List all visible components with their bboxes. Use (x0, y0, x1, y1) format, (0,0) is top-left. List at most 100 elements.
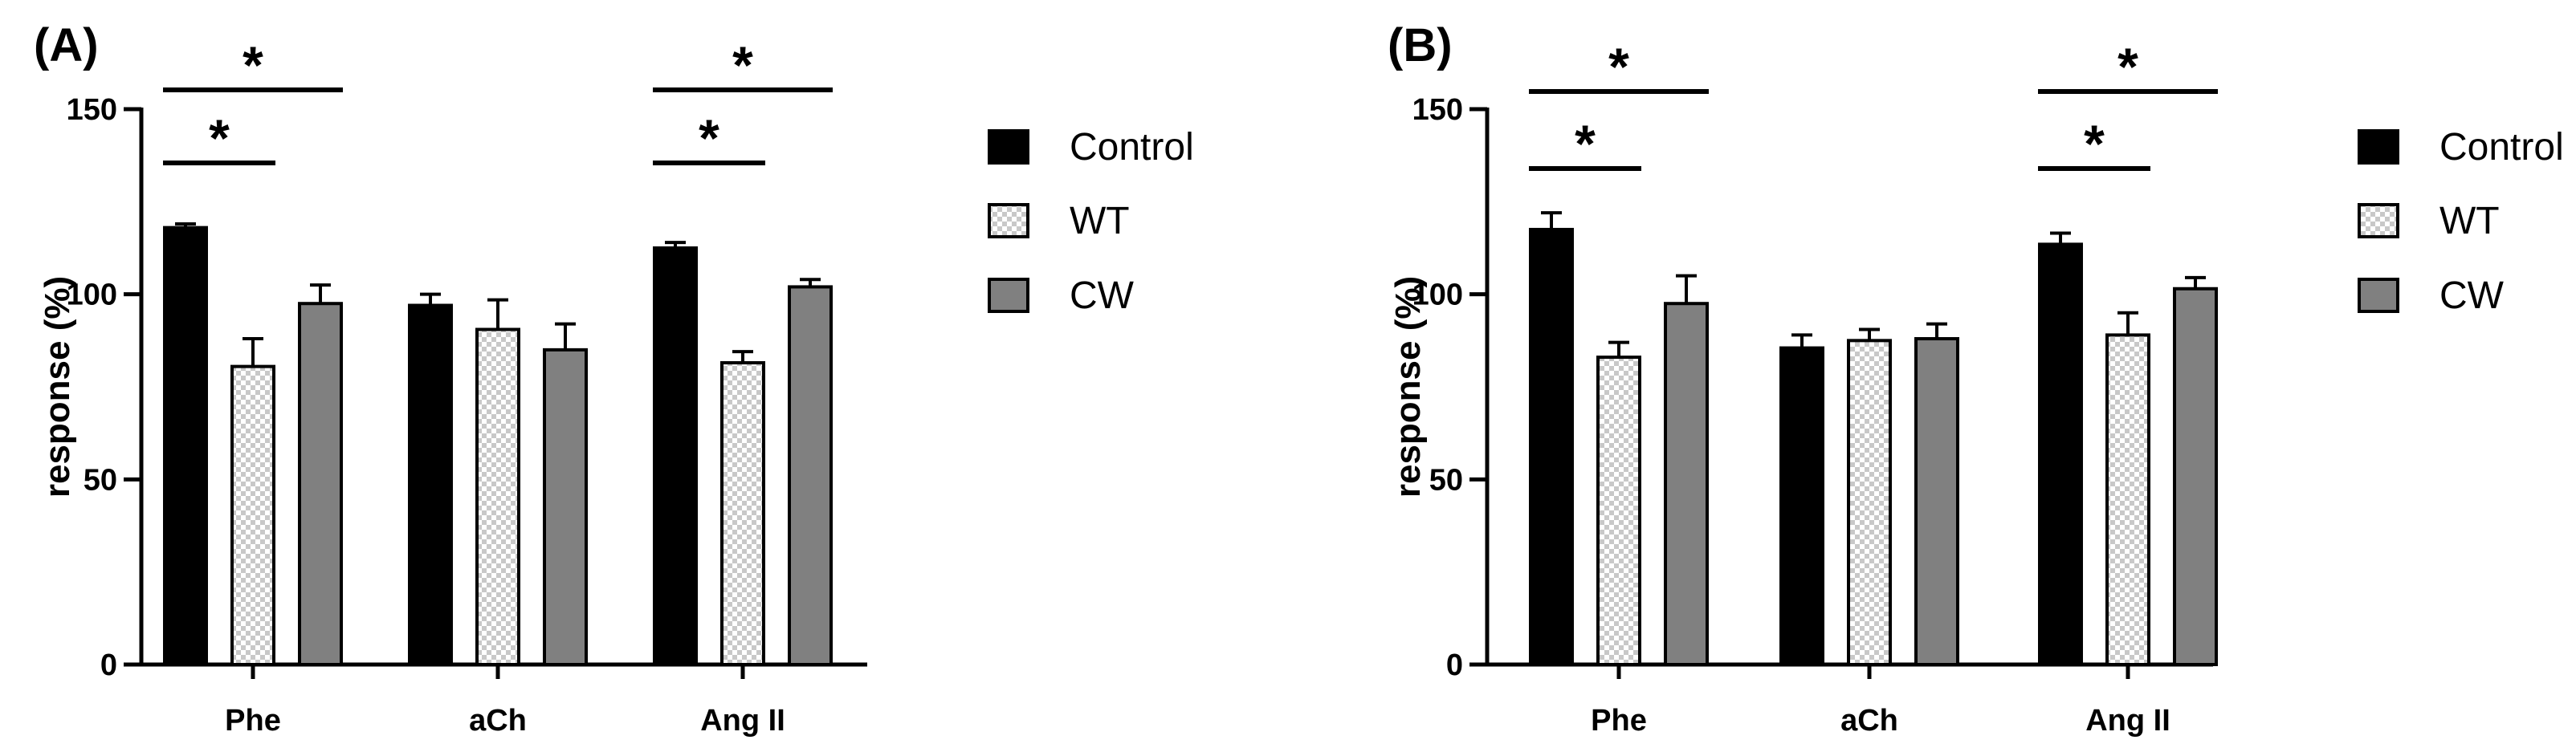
error-bar (487, 298, 508, 330)
legend: Control WT CW (2358, 126, 2564, 317)
x-ticks: Phe aCh Ang II (225, 665, 785, 738)
legend: Control WT CW (988, 126, 1194, 317)
legend-swatch-wt (988, 203, 1029, 238)
bar-cw (298, 302, 343, 666)
error-bar (420, 292, 441, 306)
error-bar (800, 278, 821, 287)
bar-wt (720, 361, 765, 666)
significance-star: * (2084, 114, 2105, 173)
significance-star: * (1608, 37, 1629, 96)
significance-markers: **** (1529, 37, 2218, 173)
bar-cw (788, 285, 833, 666)
legend-item-wt: WT (988, 200, 1130, 242)
legend-label-wt: WT (1070, 200, 1130, 242)
error-bar (175, 222, 196, 228)
bar-control (408, 303, 453, 666)
error-bar (2117, 311, 2138, 335)
y-tick-label: 50 (84, 463, 117, 497)
x-tick-label: Ang II (2085, 704, 2170, 738)
legend-label-control: Control (2439, 126, 2564, 169)
y-axis-label: response (%) (1388, 276, 1428, 498)
significance-marker: * (163, 108, 275, 168)
y-tick-label: 150 (1412, 93, 1463, 127)
legend-item-cw: CW (988, 274, 1135, 317)
x-tick-label: aCh (1840, 704, 1898, 738)
legend-swatch-control (2358, 129, 2399, 165)
error-bar (1859, 327, 1880, 341)
y-ticks: 0 50 100 150 (1412, 93, 1487, 682)
significance-star: * (1575, 114, 1596, 173)
y-tick-label: 50 (1429, 463, 1463, 497)
bar-wt (475, 327, 520, 666)
x-tick-label: aCh (469, 704, 527, 738)
error-bar (243, 337, 263, 367)
bar-control (1529, 227, 1574, 666)
significance-markers: **** (163, 35, 833, 168)
significance-star: * (732, 35, 753, 95)
significance-marker: * (1529, 114, 1641, 173)
legend-label-wt: WT (2439, 200, 2500, 242)
x-tick-label: Phe (225, 704, 281, 738)
bar-wt (1596, 356, 1641, 666)
bars (163, 222, 833, 667)
legend-swatch-control (988, 129, 1029, 165)
x-tick-label: Phe (1591, 704, 1647, 738)
legend-label-control: Control (1070, 126, 1194, 169)
error-bar (1926, 322, 1947, 339)
y-ticks: 0 50 100 150 (67, 93, 141, 682)
legend-item-cw: CW (2358, 274, 2505, 317)
bar-control (2038, 242, 2083, 666)
significance-star: * (2117, 37, 2138, 96)
y-tick-label: 0 (1446, 648, 1463, 682)
x-ticks: Phe aCh Ang II (1591, 665, 2170, 738)
bars (1529, 211, 2218, 666)
bar-cw (1914, 337, 1959, 666)
error-bar (1791, 333, 1812, 348)
legend-label-cw: CW (2439, 274, 2505, 317)
y-tick-label: 100 (67, 278, 117, 312)
bar-wt (230, 364, 275, 666)
significance-marker: * (163, 35, 343, 95)
y-tick-label: 150 (67, 93, 117, 127)
bar-control (163, 226, 208, 667)
bar-cw (1664, 302, 1709, 666)
error-bar (555, 322, 576, 350)
error-bar (310, 283, 331, 304)
significance-marker: * (2038, 37, 2218, 96)
bar-wt (1847, 339, 1892, 666)
bar-control (653, 246, 698, 666)
significance-marker: * (2038, 114, 2150, 173)
panel-label: (A) (34, 19, 99, 71)
significance-star: * (243, 35, 263, 95)
legend-item-control: Control (988, 126, 1194, 169)
error-bar (732, 350, 753, 364)
significance-star: * (209, 108, 230, 168)
error-bar (1608, 340, 1629, 358)
error-bar (665, 241, 686, 248)
bar-wt (2105, 333, 2150, 666)
legend-item-control: Control (2358, 126, 2564, 169)
significance-star: * (699, 108, 719, 168)
legend-swatch-cw (2358, 278, 2399, 313)
bar-cw (2173, 287, 2218, 666)
bar-cw (543, 348, 588, 666)
legend-item-wt: WT (2358, 200, 2500, 242)
x-tick-label: Ang II (700, 704, 785, 738)
significance-marker: * (653, 108, 765, 168)
error-bar (1676, 274, 1697, 304)
legend-swatch-cw (988, 278, 1029, 313)
significance-marker: * (1529, 37, 1709, 96)
error-bar (2050, 231, 2071, 245)
significance-marker: * (653, 35, 833, 95)
panel-label: (B) (1388, 19, 1453, 71)
y-tick-label: 100 (1412, 278, 1463, 312)
y-axis-label: response (%) (38, 276, 77, 498)
legend-label-cw: CW (1070, 274, 1135, 317)
error-bar (2185, 275, 2206, 289)
y-tick-label: 0 (100, 648, 117, 682)
error-bar (1541, 211, 1562, 230)
bar-control (1779, 346, 1824, 666)
